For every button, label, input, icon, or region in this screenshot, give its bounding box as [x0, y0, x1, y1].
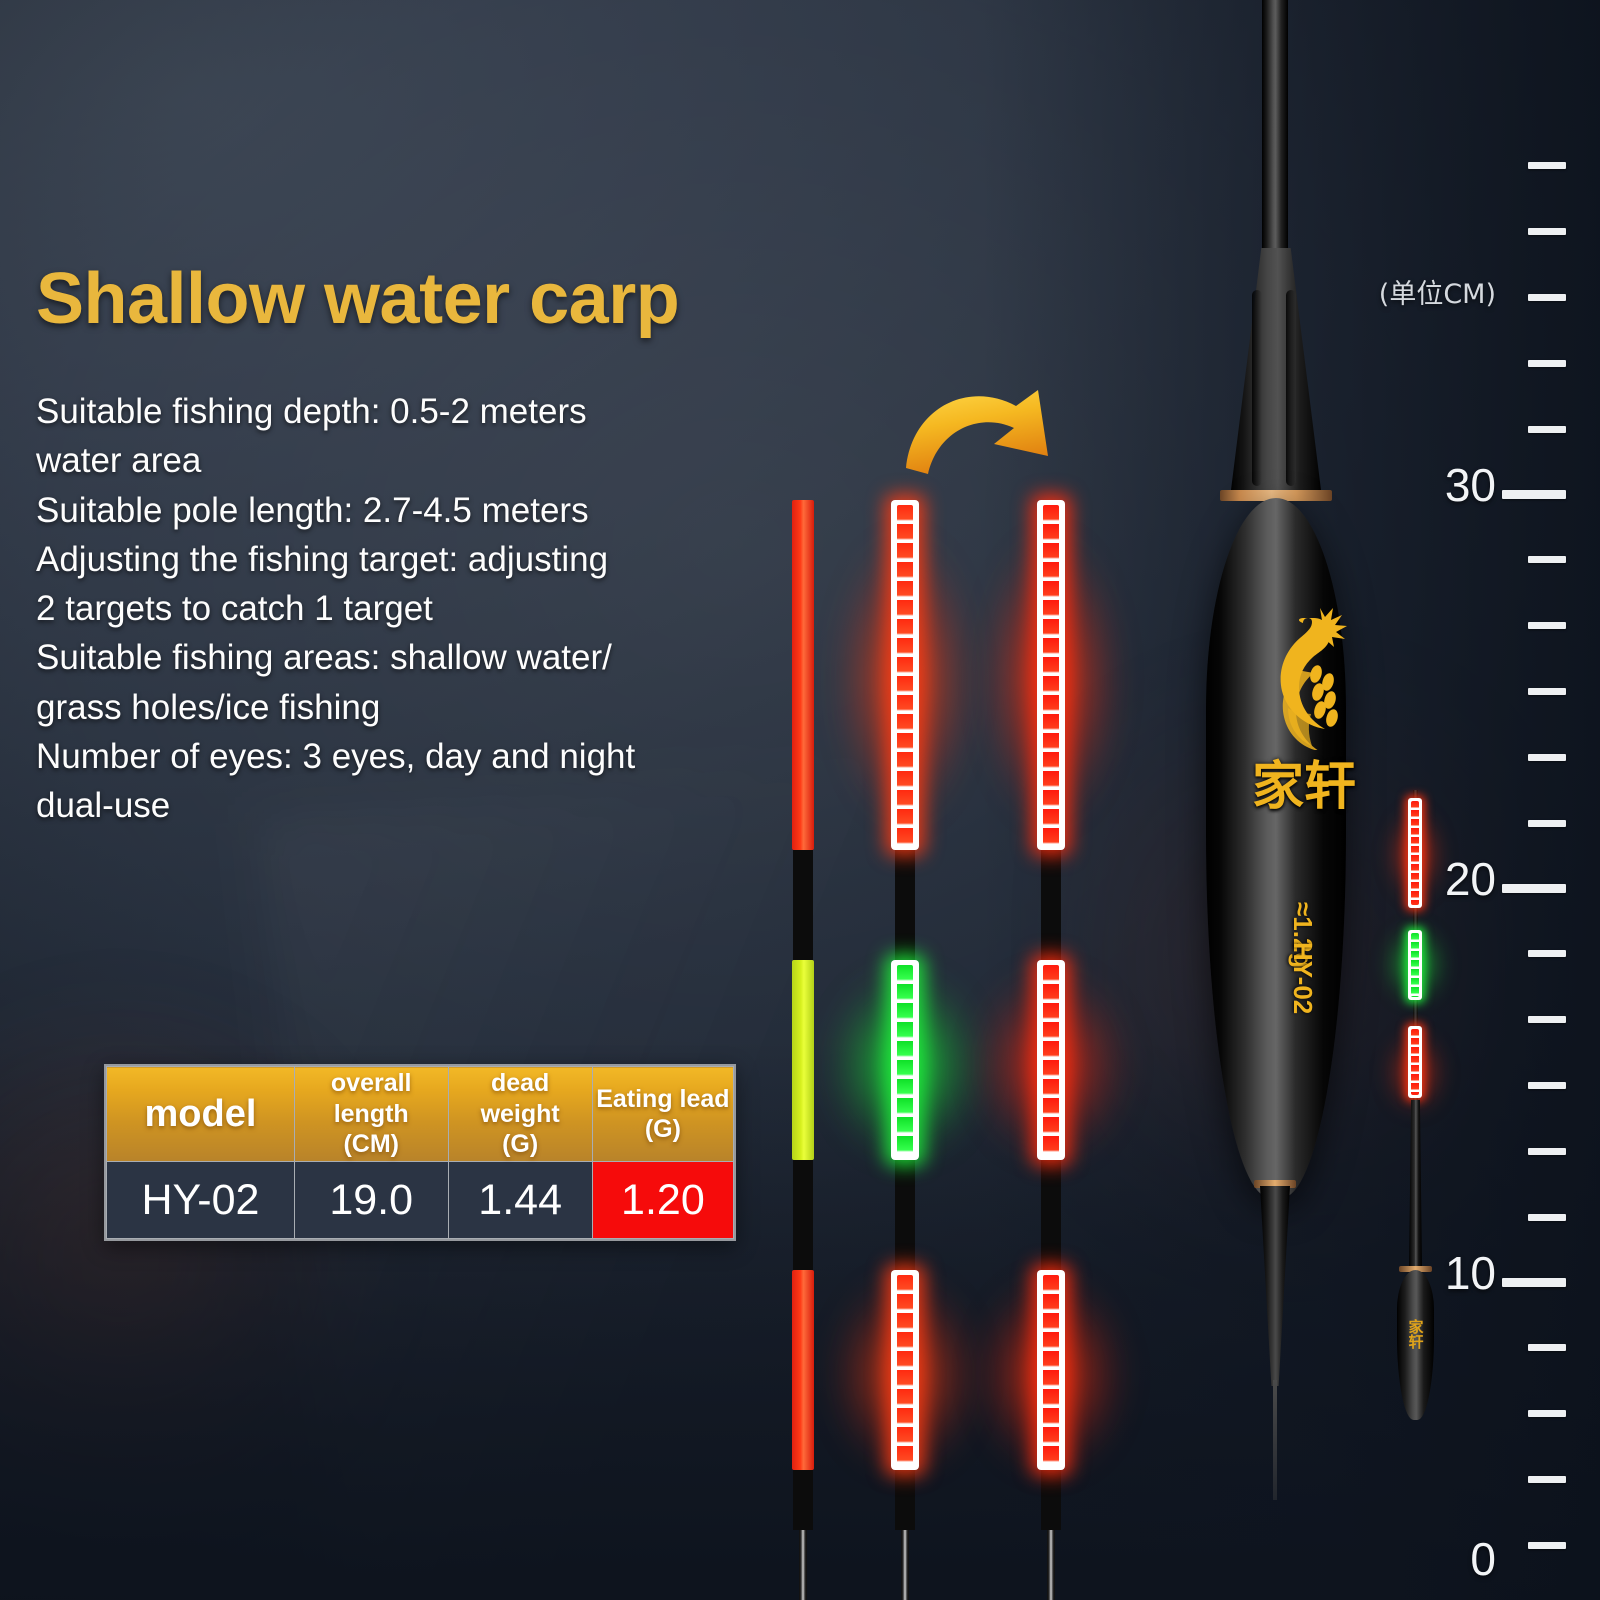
float-tip-night-green: [790, 480, 1020, 1600]
float-tip-day: [786, 500, 820, 1600]
ruler-label-0: 0: [1470, 1533, 1496, 1585]
float-body-large: 家轩 ≈1.2g HY-02: [1148, 0, 1398, 1500]
cell-model: HY-02: [106, 1161, 295, 1239]
tip-segment-black: [1041, 1160, 1061, 1270]
led-red-mid: [1037, 960, 1065, 1160]
spec-line: grass holes/ice fishing: [36, 687, 381, 727]
float-groove-left: [1252, 290, 1262, 486]
spec-line: Suitable fishing areas: shallow water/: [36, 638, 612, 678]
spec-line: Suitable pole length: 2.7-4.5 meters: [36, 490, 589, 530]
small-float-bulb: [1397, 1270, 1434, 1420]
table-row: HY-02 19.0 1.44 1.20: [106, 1161, 735, 1239]
ruler-label-30: 30: [1444, 459, 1496, 511]
small-float-taper: [1409, 1100, 1422, 1270]
cell-eating-lead: 1.20: [591, 1161, 735, 1239]
float-antenna-rod: [1262, 0, 1288, 252]
spec-line: dual-use: [36, 786, 171, 825]
table-header-dead-weight: dead weight (G): [447, 1066, 593, 1162]
led-red-top: [1037, 500, 1065, 850]
table-header-overall-length: overall length (CM): [293, 1066, 449, 1162]
tip-segment-black: [1041, 850, 1061, 960]
small-float-brand-text: 家轩: [1408, 1318, 1424, 1351]
tip-segment-black: [895, 850, 915, 960]
tip-segment-black: [793, 850, 813, 960]
float-groove-right: [1286, 290, 1296, 486]
led-green-mid: [891, 960, 919, 1160]
tip-segment-black: [895, 1160, 915, 1270]
led-red-low: [1037, 1270, 1065, 1470]
tip-segment-black: [1041, 1470, 1061, 1530]
led-red-low: [891, 1270, 919, 1470]
peacock-logo-icon: [1280, 608, 1347, 750]
float-tail-taper: [1260, 1186, 1290, 1386]
tip-segment-black: [793, 1160, 813, 1270]
float-body-small: 家轩: [1367, 790, 1463, 1420]
small-float-band: [1399, 1266, 1432, 1272]
cell-weight: 1.44: [447, 1161, 593, 1239]
spec-line: Number of eyes: 3 eyes, day and night: [36, 736, 636, 776]
table-header-model: model: [106, 1066, 295, 1162]
ruler-unit-label: (单位CM): [1378, 279, 1496, 310]
tip-segment-black: [793, 1470, 813, 1530]
small-led-red-top: [1408, 798, 1422, 908]
table-header-eating-lead: Eating lead (G): [591, 1066, 735, 1162]
float-brand-text: 家轩: [1251, 757, 1356, 817]
small-led-red-low: [1408, 1026, 1422, 1098]
page-title: Shallow water carp: [36, 259, 680, 339]
tip-segment-black: [895, 1470, 915, 1530]
float-shoulder-taper: [1230, 248, 1322, 498]
curved-arrow-icon: [906, 390, 1048, 474]
spec-line: Adjusting the fishing target: adjusting: [36, 539, 609, 579]
float-tail-wire: [1273, 1380, 1277, 1500]
table-header-row: model overall length (CM) dead weight (G…: [106, 1066, 735, 1162]
spec-line: water area: [36, 441, 202, 481]
cell-length: 19.0: [293, 1161, 449, 1239]
spec-line: Suitable fishing depth: 0.5-2 meters: [36, 392, 587, 431]
float-copper-band-bottom: [1254, 1180, 1296, 1188]
small-led-green-mid: [1408, 930, 1422, 1000]
tip-segment-red-low: [792, 1270, 814, 1470]
ruler-label-20: 20: [1444, 853, 1496, 905]
float-tip-night-red: [936, 480, 1166, 1600]
tip-segment-yellow-mid: [792, 960, 814, 1160]
spec-list: Suitable fishing depth: 0.5-2 meters wat…: [36, 392, 796, 835]
float-copper-band-top: [1220, 490, 1332, 501]
measurement-ruler: (单位CM) 30 20 10 0: [1379, 140, 1600, 1585]
specification-table: model overall length (CM) dead weight (G…: [104, 1064, 736, 1241]
spec-line: 2 targets to catch 1 target: [36, 589, 433, 628]
ruler-label-10: 10: [1444, 1247, 1496, 1299]
float-model-mark: HY-02: [1288, 942, 1318, 1015]
tip-segment-red-top: [792, 500, 814, 850]
led-red-top: [891, 500, 919, 850]
